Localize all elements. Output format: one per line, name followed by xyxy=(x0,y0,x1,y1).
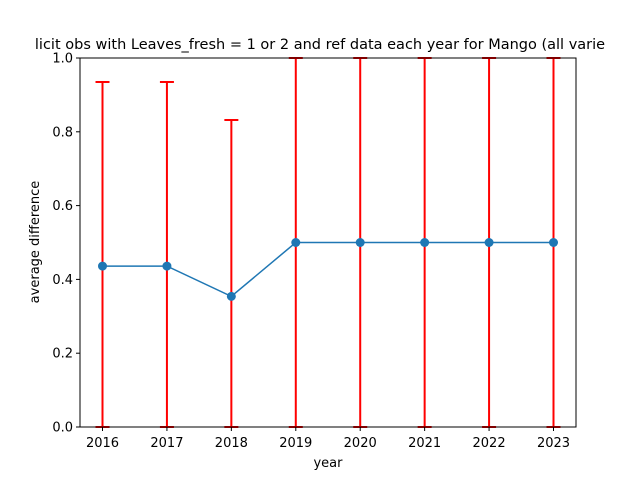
x-axis-label: year xyxy=(313,456,343,471)
x-tick-label: 2017 xyxy=(150,436,183,451)
x-tick-label: 2018 xyxy=(215,436,248,451)
x-tick-label: 2021 xyxy=(408,436,441,451)
y-tick-label: 0.8 xyxy=(52,125,73,140)
data-point xyxy=(484,238,494,247)
y-tick-label: 0.0 xyxy=(52,421,73,436)
series-line xyxy=(98,238,558,301)
y-tick-label: 0.6 xyxy=(52,199,73,214)
data-point xyxy=(420,238,430,247)
x-tick-label: 2016 xyxy=(86,436,119,451)
x-tick-label: 2023 xyxy=(537,436,570,451)
y-axis: 0.0 0.2 0.4 0.6 0.8 1.0 xyxy=(52,52,80,436)
x-axis: 2016 2017 2018 2019 2020 2021 2022 2023 xyxy=(86,427,570,451)
chart-title: licit obs with Leaves_fresh = 1 or 2 and… xyxy=(35,37,605,53)
x-tick-label: 2020 xyxy=(344,436,377,451)
y-axis-label: average difference xyxy=(28,181,43,304)
axes-frame xyxy=(79,57,577,428)
data-point xyxy=(162,261,172,271)
data-point xyxy=(98,261,107,271)
y-tick-label: 1.0 xyxy=(52,52,73,67)
data-point xyxy=(291,238,301,247)
data-point xyxy=(355,238,365,247)
data-point xyxy=(226,291,236,301)
y-tick-label: 0.4 xyxy=(52,273,73,288)
y-tick-label: 0.2 xyxy=(52,347,73,362)
x-tick-label: 2022 xyxy=(473,436,506,451)
data-point xyxy=(549,238,558,247)
series-path xyxy=(102,241,554,298)
x-tick-label: 2019 xyxy=(279,436,312,451)
